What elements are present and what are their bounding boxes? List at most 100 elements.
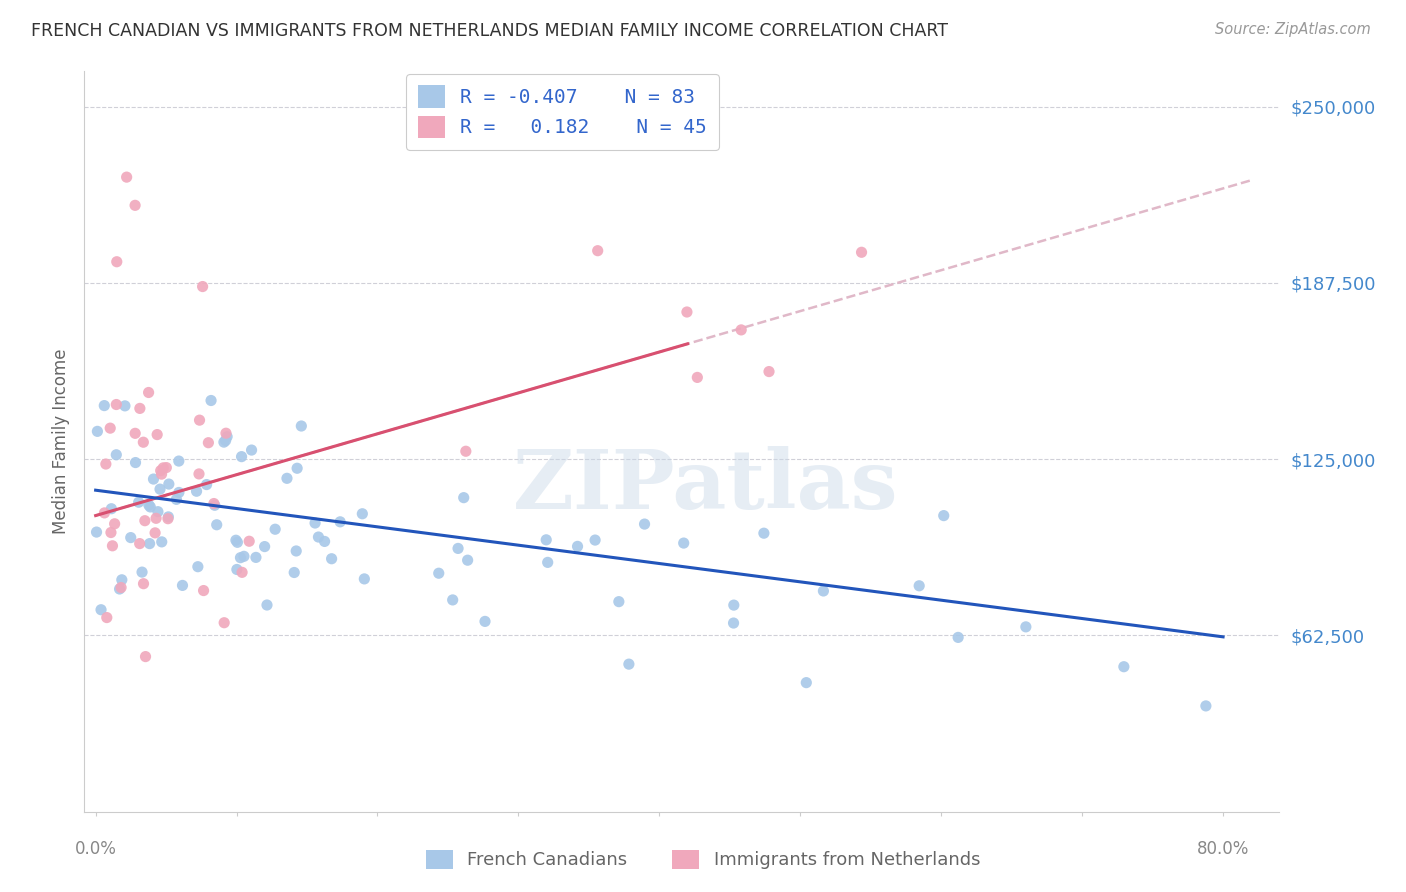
- Point: [676, 305, 699, 319]
- Point: [946, 631, 969, 645]
- Point: [212, 435, 235, 450]
- Point: [111, 573, 134, 587]
- Point: [225, 533, 247, 548]
- Point: [167, 454, 190, 468]
- Point: [142, 472, 165, 486]
- Point: [276, 471, 298, 485]
- Point: [304, 516, 326, 530]
- Point: [114, 399, 136, 413]
- Point: [191, 279, 214, 293]
- Point: [150, 467, 173, 482]
- Point: [90, 603, 112, 617]
- Point: [100, 525, 122, 540]
- Point: [157, 509, 180, 524]
- Point: [231, 566, 253, 580]
- Point: [457, 553, 479, 567]
- Point: [586, 244, 609, 258]
- Point: [105, 254, 128, 268]
- Point: [321, 551, 343, 566]
- Point: [537, 555, 560, 569]
- Point: [135, 649, 157, 664]
- Point: [329, 515, 352, 529]
- Point: [165, 492, 187, 507]
- Point: [172, 578, 194, 592]
- Point: [245, 550, 267, 565]
- Point: [105, 397, 128, 411]
- Point: [454, 444, 477, 458]
- Point: [217, 430, 239, 444]
- Point: [124, 456, 146, 470]
- Point: [730, 323, 752, 337]
- Point: [202, 497, 225, 511]
- Point: [453, 491, 475, 505]
- Legend: R = -0.407    N = 83, R =   0.182    N = 45: R = -0.407 N = 83, R = 0.182 N = 45: [406, 74, 718, 150]
- Point: [285, 544, 308, 558]
- Point: [128, 495, 150, 509]
- Point: [214, 434, 236, 448]
- Point: [231, 450, 253, 464]
- Text: 80.0%: 80.0%: [1197, 840, 1250, 858]
- Point: [253, 540, 276, 554]
- Point: [352, 507, 374, 521]
- Point: [157, 477, 180, 491]
- Point: [256, 598, 278, 612]
- Point: [131, 565, 153, 579]
- Point: [617, 657, 640, 672]
- Point: [290, 419, 312, 434]
- Point: [101, 539, 124, 553]
- Point: [672, 536, 695, 550]
- Point: [98, 421, 121, 435]
- Point: [307, 530, 329, 544]
- Point: [285, 461, 308, 475]
- Point: [93, 506, 115, 520]
- Point: [264, 522, 287, 536]
- Point: [723, 615, 745, 630]
- Point: [139, 500, 162, 514]
- Point: [932, 508, 955, 523]
- Point: [427, 566, 450, 581]
- Point: [138, 536, 160, 550]
- Point: [186, 484, 208, 499]
- Point: [225, 562, 247, 576]
- Point: [238, 534, 260, 549]
- Point: [583, 533, 606, 547]
- Point: [143, 525, 166, 540]
- Point: [146, 505, 169, 519]
- Point: [138, 498, 160, 512]
- Point: [314, 534, 336, 549]
- Point: [534, 533, 557, 547]
- Point: [205, 517, 228, 532]
- Point: [93, 399, 115, 413]
- Point: [197, 435, 219, 450]
- Point: [204, 498, 226, 512]
- Point: [96, 610, 118, 624]
- Point: [474, 615, 496, 629]
- Point: [200, 393, 222, 408]
- Point: [110, 581, 132, 595]
- Point: [607, 594, 630, 608]
- Point: [226, 535, 249, 549]
- Point: [115, 170, 138, 185]
- Point: [1015, 620, 1038, 634]
- Point: [908, 579, 931, 593]
- Point: [758, 365, 780, 379]
- Point: [447, 541, 470, 556]
- Point: [1112, 659, 1135, 673]
- Point: [794, 675, 817, 690]
- Point: [124, 198, 146, 212]
- Point: [215, 426, 238, 441]
- Point: [229, 550, 252, 565]
- Point: [146, 427, 169, 442]
- Point: [120, 531, 142, 545]
- Point: [441, 593, 464, 607]
- Point: [100, 501, 122, 516]
- Point: [353, 572, 375, 586]
- Point: [155, 460, 177, 475]
- Point: [152, 461, 174, 475]
- Point: [138, 385, 160, 400]
- Point: [193, 583, 215, 598]
- Point: [187, 559, 209, 574]
- Point: [283, 566, 305, 580]
- Point: [149, 482, 172, 496]
- Point: [188, 467, 211, 481]
